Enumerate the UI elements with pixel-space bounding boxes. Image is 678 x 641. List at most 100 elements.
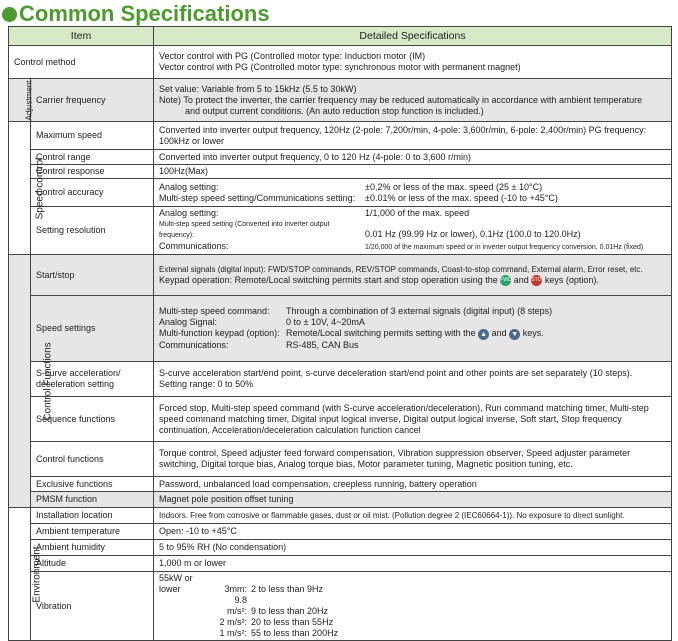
item-cell: Control response <box>29 164 155 179</box>
spec-cell: S-curve acceleration start/end point, s-… <box>153 361 672 397</box>
spec-cell: 1,000 m or lower <box>153 555 672 572</box>
spec-label: Multi-step speed setting/Communications … <box>159 192 356 203</box>
table-row: Sequence functions Forced stop, Multi-ste… <box>9 396 672 442</box>
spec-table: Item Detailed Specifications Control meth… <box>7 26 672 641</box>
item-cell: Control functions <box>29 441 155 477</box>
item-cell: Ambient temperature <box>29 523 155 540</box>
table-row: Control functions Torque control, Speed a… <box>9 441 672 477</box>
table-row: Exclusive functions Password, unbalanced … <box>9 476 672 492</box>
spec-value: ±0.01% or less of the max. speed (-10 to… <box>365 192 558 203</box>
spec-label: Communications: <box>159 241 229 251</box>
table-row: Control response 100Hz(Max) <box>9 164 672 179</box>
spec-value: 20 to less than 55Hz <box>251 617 334 627</box>
table-row: Control accuracy Analog setting: ±0.2% or… <box>9 178 672 207</box>
item-cell: Ambient humidity <box>29 539 155 556</box>
table-row: Vibration 55kW or lower 3mm: 2 to less tha… <box>9 571 672 641</box>
spec-cell: External signals (digital input): FWD/ST… <box>153 254 672 296</box>
item-cell: Carrier frequency <box>29 78 155 122</box>
spec-value: Through a combination of 3 external sign… <box>286 306 553 317</box>
group-label: Speed control <box>34 157 46 219</box>
spec-label: Multi-step speed command: <box>159 306 270 317</box>
table-row: Control range Converted into inverter out… <box>9 149 672 165</box>
spec-cell: Forced stop, Multi-step speed command (w… <box>153 396 672 442</box>
item-cell: Speed settings <box>29 295 155 362</box>
spec-value: 2 to less than 9Hz <box>251 584 324 594</box>
table-row: Speed settings Multi-step speed command:… <box>8 295 672 362</box>
bullet-icon <box>2 6 17 22</box>
item-cell: Altitude <box>29 555 155 572</box>
spec-line: Set value: Variable from 5 to 15kHz (5.5… <box>159 83 357 94</box>
spec-label: Multi-function keypad (option): <box>159 328 280 339</box>
table-row: Control Functions Start/stop External si… <box>8 254 672 508</box>
spec-value: 55 to less than 200Hz <box>251 628 339 638</box>
spec-label: Communications: <box>159 339 229 350</box>
spec-label: 3mm: <box>224 584 248 594</box>
spec-cell: 100Hz(Max) <box>153 164 672 179</box>
spec-cell: Multi-step speed command: Through a combi… <box>153 295 672 362</box>
spec-line: Note) To protect the inverter, the carri… <box>159 94 643 105</box>
spec-cell: Password, unbalanced load compensation, … <box>153 476 672 492</box>
spec-line: Vector control with PG (Controlled motor… <box>159 62 521 72</box>
spec-cell: Analog setting: 1/1,000 of the max. speed… <box>153 206 672 255</box>
item-cell: Sequence functions <box>29 396 155 442</box>
spec-value: 1/20,000 of the maximum speed or in inve… <box>365 244 644 251</box>
spec-line: External signals (digital input): FWD/ST… <box>159 264 643 274</box>
group-environment: Environment <box>8 507 43 641</box>
table-row: Setting resolution Analog setting: 1/1,00… <box>9 206 672 255</box>
spec-value: 0 to ± 10V, 4~20mA <box>286 317 365 328</box>
spec-label: 9.8 m/s²: <box>227 595 248 616</box>
table-row: Ambient temperature Open: -10 to +45°C <box>9 523 672 540</box>
item-cell: Control accuracy <box>29 178 155 207</box>
item-cell: Exclusive functions <box>29 476 155 492</box>
spec-text: and <box>513 274 529 285</box>
spec-line: Setting range: 0 to 50% <box>159 379 254 389</box>
spec-cell: 5 to 95% RH (No condensation) <box>153 539 672 556</box>
spec-cell: Torque control, Speed adjuster feed forw… <box>153 441 672 477</box>
spec-line: S-curve acceleration start/end point, s-… <box>159 368 633 378</box>
up-key-icon: ▲ <box>478 328 490 340</box>
group-label: Adjustment <box>24 79 34 121</box>
spec-label: Multi-step speed setting (Converted into… <box>159 221 330 239</box>
spec-label: Analog setting: <box>159 208 219 218</box>
item-cell: Start/stop <box>29 254 155 296</box>
group-label: Environment <box>31 545 43 603</box>
table-row: Control method Vector control with PG (C… <box>7 45 672 79</box>
spec-cell: Vector control with PG (Controlled motor… <box>153 45 672 79</box>
spec-cell: Analog setting: ±0.2% or less of the max.… <box>153 178 672 207</box>
group-adjustment: Adjustment <box>8 78 34 122</box>
spec-value: ±0.2% or less of the max. speed (25 ± 10… <box>365 181 543 192</box>
spec-cell: 55kW or lower 3mm: 2 to less than 9Hz 9.8 … <box>153 571 672 641</box>
group-label: Control Functions <box>42 341 54 421</box>
item-cell: Installation location <box>29 507 155 524</box>
spec-cell: Converted into inverter output frequency… <box>153 121 672 150</box>
spec-text: Keypad operation: Remote/Local switching… <box>159 274 498 285</box>
item-cell: Control method <box>7 45 155 79</box>
spec-value: Remote/Local switching permits setting w… <box>286 328 476 339</box>
page-title: Common Specifications <box>2 1 270 27</box>
spec-line: and output current conditions. (An auto … <box>185 105 484 116</box>
table-row: Adjustment Carrier frequency Set value: … <box>8 78 672 122</box>
table-row: S-curve acceleration/ deceleration setti… <box>9 361 672 397</box>
header-row: Item Detailed Specifications <box>7 26 672 46</box>
spec-cell: Set value: Variable from 5 to 15kHz (5.5… <box>153 78 672 122</box>
spec-line: Vector control with PG (Controlled motor… <box>159 51 426 61</box>
table-row: PMSM function Magnet pole position offset… <box>8 491 672 508</box>
title-text: Common Specifications <box>19 1 270 26</box>
stop-key-icon: STOP <box>531 275 545 287</box>
header-item: Item <box>7 26 155 46</box>
spec-cell: Indoors. Free from corrosive or flammabl… <box>153 507 672 524</box>
spec-cell: Converted into inverter output frequency… <box>153 149 672 165</box>
table-row: Altitude 1,000 m or lower <box>9 555 672 572</box>
item-cell: Control range <box>29 149 155 165</box>
spec-label: 55kW or lower <box>159 573 193 594</box>
table-row: Ambient humidity 5 to 95% RH (No condensa… <box>9 539 672 556</box>
spec-cell: Open: -10 to +45°C <box>153 523 672 540</box>
group-speed-control: Speed control <box>8 121 45 255</box>
item-cell: PMSM function <box>29 491 155 508</box>
header-spec: Detailed Specifications <box>153 26 672 46</box>
spec-value: RS-485, CAN Bus <box>286 339 359 350</box>
fwd-key-icon: FWD <box>500 275 512 287</box>
spec-text: and <box>491 328 507 339</box>
spec-value: 1/1,000 of the max. speed <box>365 208 470 218</box>
table-row: Environment Installation location Indoors… <box>8 507 672 641</box>
